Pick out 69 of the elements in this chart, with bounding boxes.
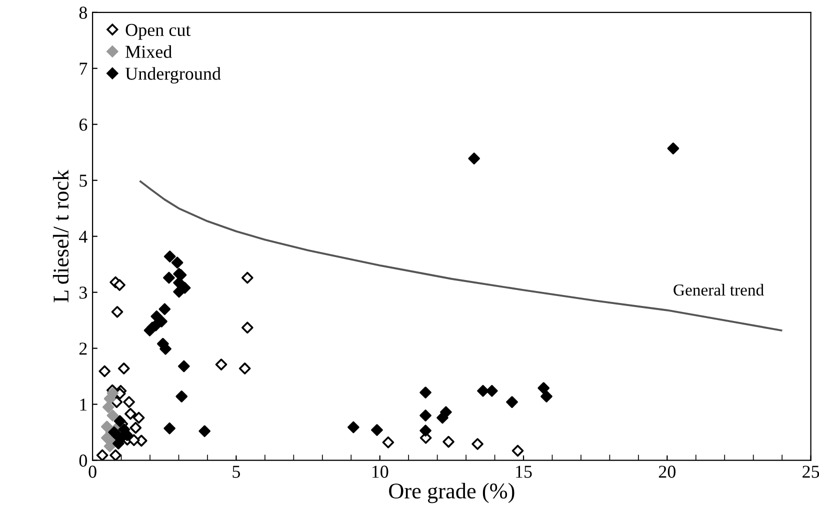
annotation: General trend xyxy=(674,284,764,296)
point xyxy=(238,362,251,374)
y-tick-label: 7 xyxy=(80,62,88,75)
point xyxy=(132,412,145,424)
point xyxy=(538,382,550,394)
y-tick-label: 3 xyxy=(80,286,87,299)
legend-label: Underground xyxy=(125,67,221,84)
y-tick-label: 0 xyxy=(79,454,87,467)
point xyxy=(667,142,680,154)
point xyxy=(163,272,175,284)
point xyxy=(102,401,114,413)
point xyxy=(111,306,124,318)
y-tick-label: 8 xyxy=(79,6,87,19)
y-tick-label: 6 xyxy=(79,118,88,131)
point xyxy=(130,422,142,434)
point xyxy=(420,424,432,437)
point xyxy=(176,390,188,402)
point xyxy=(512,444,524,457)
point xyxy=(468,152,480,164)
x-tick-label: 25 xyxy=(802,466,819,478)
point xyxy=(477,384,489,397)
point xyxy=(215,358,228,370)
point xyxy=(241,272,254,284)
point xyxy=(106,410,119,422)
point xyxy=(382,436,394,448)
point xyxy=(420,386,432,398)
x-tick-label: 10 xyxy=(372,466,388,478)
point xyxy=(98,365,111,378)
point xyxy=(506,396,518,408)
line-series xyxy=(140,180,782,332)
point xyxy=(106,387,119,399)
point xyxy=(158,303,171,316)
point xyxy=(198,425,211,438)
y-tick-label: 5 xyxy=(80,174,87,187)
point xyxy=(371,424,383,436)
x-axis-title: Ore grade (%) xyxy=(389,482,514,504)
y-tick-label: 4 xyxy=(79,230,88,243)
point xyxy=(436,412,448,424)
legend-label: Mixed xyxy=(126,45,172,58)
point xyxy=(348,421,360,434)
point xyxy=(241,322,254,334)
point xyxy=(144,324,156,336)
point xyxy=(124,408,136,420)
y-axis-title: L diesel/ t rock xyxy=(52,170,69,302)
point xyxy=(164,422,176,434)
point xyxy=(114,279,126,291)
point xyxy=(178,360,190,372)
point xyxy=(171,256,184,269)
y-tick-label: 2 xyxy=(79,342,87,355)
point xyxy=(540,390,552,402)
point xyxy=(108,426,120,438)
point xyxy=(486,384,498,397)
point xyxy=(114,415,126,427)
point xyxy=(123,396,135,408)
x-tick-label: 20 xyxy=(658,466,676,478)
point xyxy=(173,286,185,298)
point xyxy=(442,436,454,448)
point xyxy=(420,410,432,422)
x-tick-label: 15 xyxy=(516,466,532,478)
point xyxy=(472,438,484,450)
point xyxy=(164,250,176,262)
point xyxy=(110,449,122,460)
x-tick-label: 0 xyxy=(88,466,96,478)
x-tick-label: 5 xyxy=(232,466,240,478)
y-tick-label: 1 xyxy=(80,398,87,411)
point xyxy=(118,362,130,374)
point xyxy=(128,434,140,446)
legend-label: Open cut xyxy=(126,24,191,40)
point xyxy=(96,449,108,460)
